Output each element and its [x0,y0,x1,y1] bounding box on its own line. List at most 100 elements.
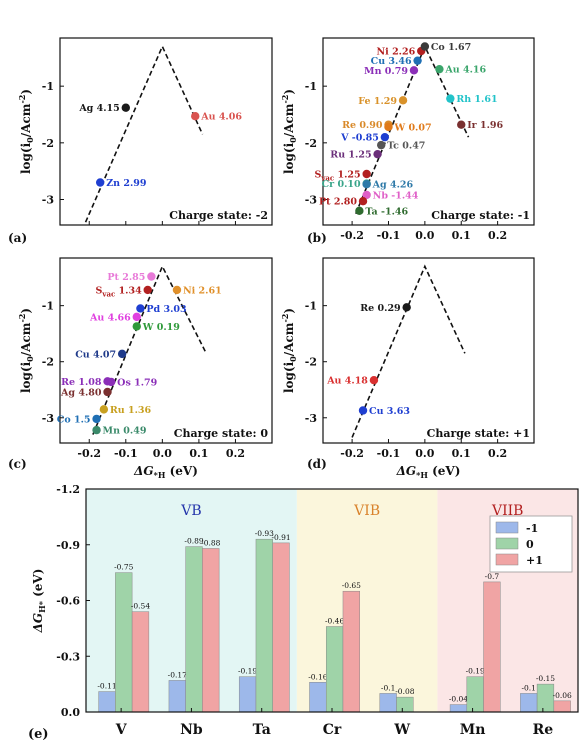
category-label: Ta [253,722,271,738]
data-point [99,405,109,414]
x-tick-label: 0.1 [452,229,471,242]
volcano-line [92,264,207,435]
bar [309,682,327,713]
point-label-part: 2.26 [389,47,416,58]
point-label-part: -1.44 [388,190,419,201]
bar [115,572,133,713]
bar-value-label: -0.16 [308,672,327,681]
bar [238,676,257,713]
point-label-part: Au [89,312,104,323]
y-tick-label: -3 [42,412,54,425]
bar [396,696,414,713]
y-axis-label-part: H* [37,600,47,613]
y-axis-label-part: ) [19,89,33,95]
legend-swatch [495,553,519,566]
y-axis-label: log(i0/Acm-2) [17,308,35,393]
bar-value-label: -0.65 [342,581,361,590]
x-tick-label: 0.0 [153,447,172,460]
data-point [398,96,408,105]
panel-label: (a) [8,231,27,245]
point-label: Au 4.06 [200,112,242,123]
data-point [384,122,393,132]
bar-value-label: -0.06 [553,691,572,700]
point-label-part: S [314,170,321,181]
point-label-part: 1.79 [131,377,158,388]
y-tick-label: -2 [305,137,317,150]
y-tick-label: -3 [305,194,317,207]
bar-value-label: -0.1 [381,683,395,692]
data-point [117,349,127,359]
volcano-line [84,44,204,223]
point-label-part: 1.25 [334,170,360,181]
point-label-part: vac [101,289,115,298]
scatter-panel-3: -0.2 -0.1 0.0 0.1 0.2-1-2-3log(i0/Acm-2)ΔG*H… [280,257,535,480]
point-label-part: 1.08 [75,377,102,388]
y-tick-label: -0.9 [56,539,80,552]
data-point [373,149,382,159]
bar [98,691,116,713]
data-point [369,376,379,385]
y-axis-label-part: /Acm [282,103,296,137]
bar [379,693,397,713]
bar [131,611,150,713]
data-point [172,285,182,295]
bar-panel: VB VIB VIIB -0.11 -0.17 -0.19 -0.16 -0.1 -0.04 -0… [28,483,579,742]
x-axis-label-part: ΔG [133,464,154,478]
point-label-part: Ni [183,285,196,296]
legend-label: 0 [526,538,534,551]
bar-value-label: -0.89 [184,537,203,546]
y-tick-label: -3 [305,412,317,425]
data-point [147,272,156,281]
point-label-part: Pt [107,272,119,283]
point-label-part: Mn [103,426,121,437]
category-label: V [115,722,128,738]
x-tick-label: -0.2 [340,229,364,242]
point-label: Rh 1.61 [456,94,497,105]
data-point [121,103,130,112]
panel-label: (d) [307,457,327,471]
point-label-part: 4.16 [460,65,487,76]
data-point [355,206,364,216]
point-label-part: Co [431,42,445,53]
bar-value-label: -0.15 [536,674,555,683]
point-label: Cu 3.46 [371,56,412,67]
point-label: Re 0.29 [360,303,401,314]
y-axis-label-part: -2 [280,314,290,323]
point-label-part: 1.5 [71,414,91,425]
point-label-part: Zn [106,178,120,189]
point-label-part: 4.26 [387,180,414,191]
bar-value-label: -0.08 [395,687,414,696]
data-point [457,120,466,129]
x-axis-label-part: *H [154,470,166,480]
bar-value-label: -0.75 [114,563,133,572]
y-axis-label-part: log(i [282,142,296,174]
bar [342,590,360,713]
point-label: Ag 4.15 [78,103,119,114]
y-tick-label: -3 [42,194,54,207]
y-axis-label-part: log(i [19,142,33,174]
bar-value-label: -0.93 [255,529,274,538]
y-axis-label-part: log(i [19,361,33,393]
x-tick-label: 0.2 [488,447,507,460]
bar [449,704,468,713]
data-point [413,56,422,65]
point-label-part: Re [342,120,356,131]
point-label-part: Au [200,112,215,123]
data-point [132,312,141,322]
point-label: Re 0.90 [342,120,383,131]
y-axis-label-part: 0 [288,137,298,143]
point-label: Svac 1.34 [96,285,143,298]
legend-swatch [495,521,519,534]
point-label: Cu 4.07 [75,349,116,360]
point-label-part: 1.25 [345,150,371,161]
point-label-part: Pd [146,304,160,315]
y-axis-label-part: /Acm [19,103,33,137]
bar-value-label: -0.7 [485,572,500,581]
point-label-part: Ni [376,47,389,58]
point-label-part: Ru [330,150,345,161]
category-label: Cr [323,722,342,738]
y-axis-label-part: (eV) [31,569,45,601]
point-label-part: 1.61 [471,94,497,105]
x-tick-label: 0.0 [415,229,434,242]
